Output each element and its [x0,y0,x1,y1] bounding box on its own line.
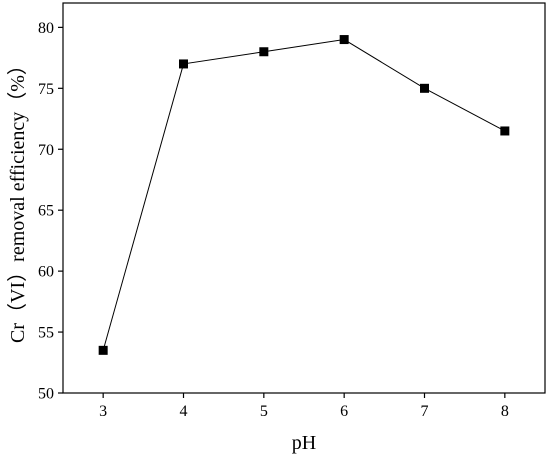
y-tick-label: 80 [38,20,54,37]
data-point [179,59,188,69]
y-tick-label: 55 [38,325,54,342]
x-tick-label: 3 [99,403,107,420]
y-tick-label: 70 [38,142,54,159]
x-axis-title: pH [292,432,316,454]
data-point [500,126,510,136]
data-point [339,35,349,45]
y-tick-label: 60 [38,264,54,281]
y-tick-label: 65 [38,203,54,220]
data-point [98,345,108,355]
y-tick-label: 50 [38,386,54,403]
x-tick-label: 5 [260,403,268,420]
x-tick-label: 6 [340,403,348,420]
y-axis: 50 55 60 65 70 75 80 [38,20,63,403]
data-point [259,47,269,57]
y-tick-label: 75 [38,81,54,98]
series-line [102,39,506,351]
x-tick-label: 8 [501,403,509,420]
x-axis: 3 4 5 6 7 8 [99,393,509,420]
x-tick-label: 7 [421,403,429,420]
plot-frame [62,2,546,394]
y-axis-title: Cr（VI）removal efficiency（%） [6,55,29,343]
series-markers [98,35,510,355]
x-tick-label: 4 [180,403,188,420]
data-point [420,83,429,93]
